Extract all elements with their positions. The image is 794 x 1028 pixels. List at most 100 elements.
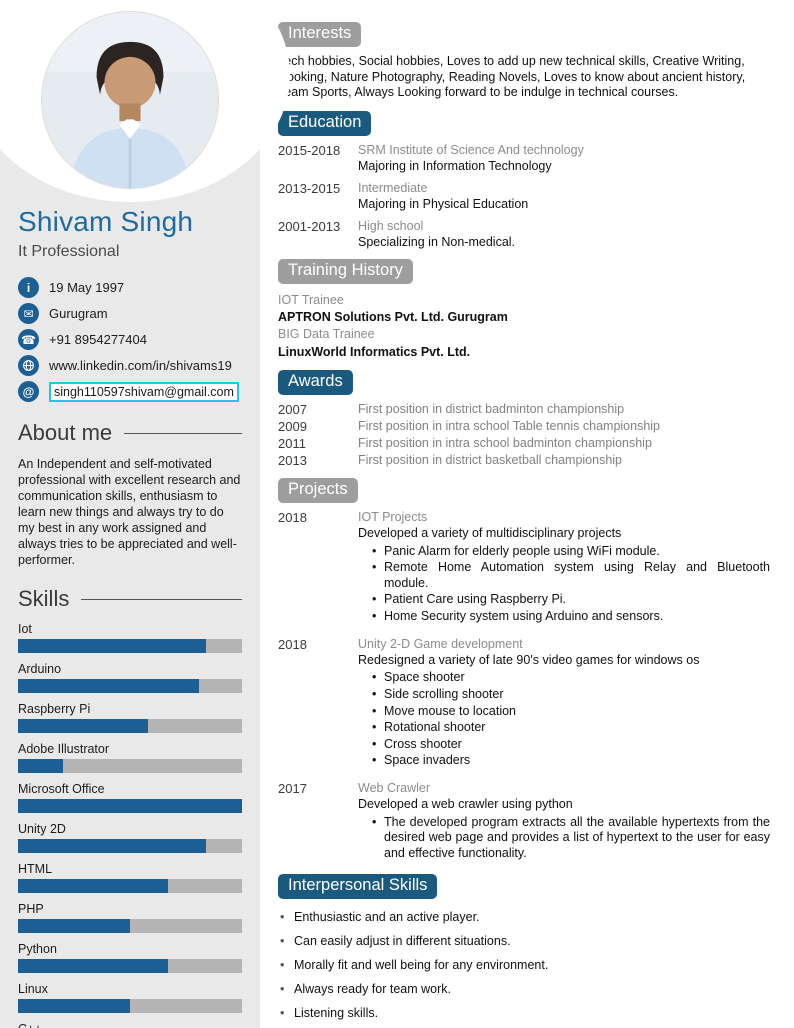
skill-bar-fill [18, 879, 169, 893]
award-year: 2007 [278, 401, 307, 417]
project-bullet: The developed program extracts all the a… [358, 815, 770, 862]
skill-bar-fill [18, 919, 130, 933]
interests-heading: Interests [278, 22, 362, 47]
education-body: SRM Institute of Science And technology M… [358, 143, 770, 173]
education-period: 2001-2013 [278, 218, 341, 234]
project-entry: 2017 Web Crawler Developed a web crawler u… [278, 781, 770, 863]
section-education: Education 2015-2018 SRM Institute of Scien… [278, 110, 770, 249]
skill-item: Adobe Illustrator [18, 742, 242, 773]
interpersonal-bullet: Morally fit and well being for any envir… [278, 958, 770, 973]
contact-row-website: www.linkedin.com/in/shivams19 [18, 355, 242, 376]
education-entry: 2015-2018 SRM Institute of Science And te… [278, 143, 770, 173]
education-body: Intermediate Majoring in Physical Educati… [358, 181, 770, 211]
section-interests: Interests Tech hobbies, Social hobbies, L… [278, 22, 770, 101]
skill-item: Raspberry Pi [18, 702, 242, 733]
section-awards: Awards 2007 First position in district bad… [278, 369, 770, 468]
project-bullet: Move mouse to location [358, 704, 770, 720]
about-heading-label: About me [18, 420, 113, 445]
education-institution: SRM Institute of Science And technology [358, 142, 584, 157]
skill-bar-track [18, 639, 242, 653]
project-bullet: Space invaders [358, 753, 770, 769]
info-icon: i [18, 277, 39, 298]
interpersonal-bullet: Enthusiastic and an active player. [278, 910, 770, 925]
skill-bar-fill [18, 959, 169, 973]
skill-bar-track [18, 799, 242, 813]
contact-text-phone: +91 8954277404 [49, 332, 147, 347]
education-detail: Majoring in Information Technology [358, 158, 552, 173]
contact-row-birthdate: i 19 May 1997 [18, 277, 242, 298]
section-projects: Projects 2018 IOT Projects Developed a vari… [278, 477, 770, 863]
project-title: Unity 2-D Game development [358, 636, 523, 651]
project-bullet: Space shooter [358, 670, 770, 686]
skill-label: Linux [18, 982, 48, 996]
project-summary: Redesigned a variety of late 90's video … [358, 652, 700, 667]
education-period: 2013-2015 [278, 180, 341, 196]
contact-text-birthdate: 19 May 1997 [49, 280, 125, 295]
skill-bar-track [18, 959, 242, 973]
interpersonal-bullet: Listening skills. [278, 1006, 770, 1021]
training-line: LinuxWorld Informatics Pvt. Ltd. [278, 344, 471, 359]
award-year: 2009 [278, 418, 307, 434]
training-lines: IOT Trainee APTRON Solutions Pvt. Ltd. Gu… [278, 293, 770, 360]
skill-bar-fill [18, 839, 207, 853]
award-text: First position in intra school badminton… [358, 435, 652, 450]
award-year: 2013 [278, 452, 307, 468]
skill-item: HTML [18, 862, 242, 893]
education-institution: Intermediate [358, 180, 428, 195]
awards-heading: Awards [278, 369, 353, 395]
award-year: 2011 [278, 435, 306, 451]
phone-icon: ☎ [18, 329, 39, 350]
interests-text: Tech hobbies, Social hobbies, Loves to a… [278, 54, 746, 100]
project-bullet: Remote Home Automation system using Rela… [358, 560, 770, 591]
project-year: 2018 [278, 636, 307, 652]
skill-label: Adobe Illustrator [18, 742, 110, 756]
education-detail: Specializing in Non-medical. [358, 234, 516, 249]
project-year: 2018 [278, 509, 307, 525]
skill-item: Python [18, 942, 242, 973]
project-body: IOT Projects Developed a variety of multi… [358, 510, 770, 626]
skill-bar-fill [18, 759, 63, 773]
contact-text-location: Gurugram [49, 306, 108, 321]
main-content: Interests Tech hobbies, Social hobbies, L… [260, 0, 794, 1028]
contact-row-phone: ☎ +91 8954277404 [18, 329, 242, 350]
project-summary: Developed a web crawler using python [358, 797, 573, 811]
contact-text-email[interactable]: singh110597shivam@gmail.com [49, 381, 239, 402]
skill-label: Unity 2D [18, 822, 66, 836]
skill-item: Unity 2D [18, 822, 242, 853]
skill-bar-track [18, 679, 242, 693]
skills-list: Iot Arduino Raspberry Pi Adobe Illustrator M… [18, 622, 242, 1028]
award-text: First position in intra school Table ten… [358, 418, 661, 433]
project-entry: 2018 IOT Projects Developed a variety of m… [278, 510, 770, 626]
photo-area [0, 0, 290, 202]
skill-label: HTML [18, 862, 53, 876]
interpersonal-bullet: Always ready for team work. [278, 982, 770, 997]
skill-bar-fill [18, 719, 148, 733]
award-entry: 2011 First position in intra school badmi… [278, 436, 770, 451]
skill-label: Iot [18, 622, 32, 636]
heading-rule [81, 598, 242, 600]
award-text: First position in district badminton cha… [358, 401, 625, 416]
education-detail: Majoring in Physical Education [358, 196, 529, 211]
skill-bar-track [18, 719, 242, 733]
project-bullets: The developed program extracts all the a… [358, 815, 770, 862]
contact-list: i 19 May 1997 ✉ Gurugram ☎ +91 8954277404 www.… [18, 277, 242, 402]
contact-text-website[interactable]: www.linkedin.com/in/shivams19 [49, 358, 232, 373]
education-period: 2015-2018 [278, 142, 341, 158]
interpersonal-skills-heading: Interpersonal Skills [278, 873, 438, 899]
project-summary: Developed a variety of multidisciplinary… [358, 525, 622, 540]
contact-row-location: ✉ Gurugram [18, 303, 242, 324]
portrait-illustration [42, 12, 218, 188]
award-text: First position in district basketball ch… [358, 452, 623, 467]
skill-item: C++ [18, 1022, 242, 1028]
award-entry: 2007 First position in district badminton… [278, 402, 770, 417]
training-history-heading: Training History [278, 258, 413, 284]
skill-label: PHP [18, 902, 44, 916]
training-line: APTRON Solutions Pvt. Ltd. Gurugram [278, 310, 508, 325]
skill-item: Arduino [18, 662, 242, 693]
education-body: High school Specializing in Non-medical. [358, 219, 770, 249]
skill-bar-fill [18, 799, 242, 813]
skills-heading-label: Skills [18, 586, 70, 611]
interpersonal-bullet: Can easily adjust in different situation… [278, 934, 770, 949]
project-bullets: Space shooterSide scrolling shooterMove … [358, 670, 770, 769]
